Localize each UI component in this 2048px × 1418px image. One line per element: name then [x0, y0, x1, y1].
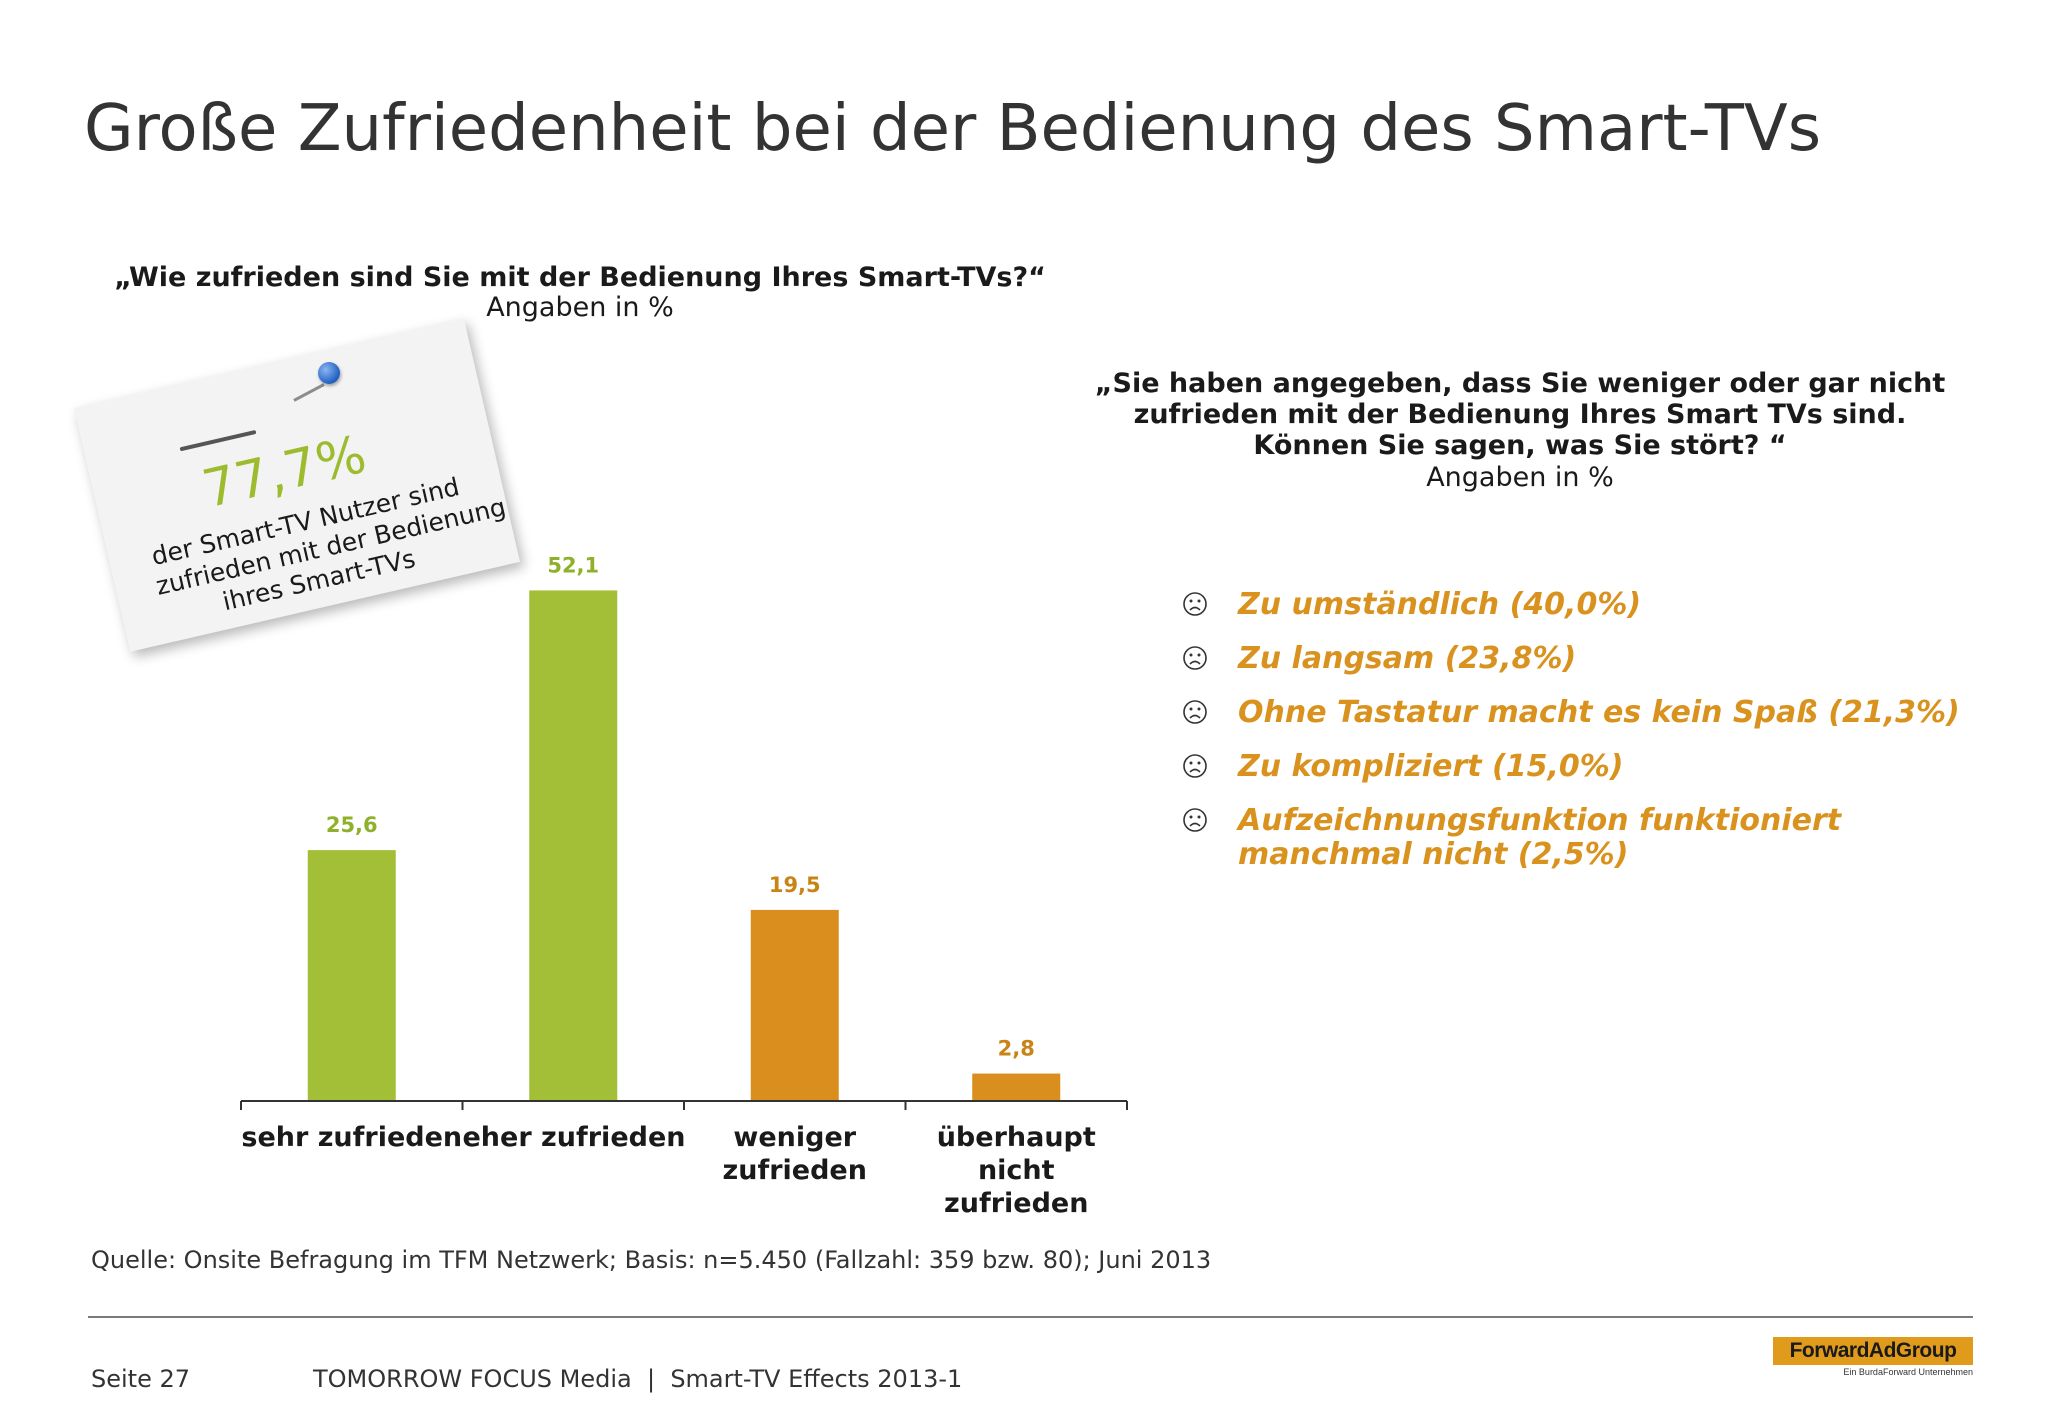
- bars-group: [307, 590, 1061, 1101]
- bar-3: [750, 909, 839, 1101]
- category-label-3: weniger zufrieden: [684, 1121, 906, 1187]
- reasons-list: Zu umständlich (40,0%) Zu langsam (23,8%)…: [1182, 588, 2002, 892]
- x-axis-ticks: [240, 1101, 1128, 1110]
- reason-item: Zu umständlich (40,0%): [1182, 588, 2002, 622]
- note-dash: [179, 429, 257, 452]
- value-label-3: 19,5: [769, 873, 821, 897]
- reason-text: Zu langsam (23,8%): [1238, 641, 1577, 676]
- reason-item: Aufzeichnungsfunktion funktioniert manch…: [1182, 804, 2002, 872]
- company-logo: ForwardAdGroup Ein BurdaForward Unterneh…: [1773, 1337, 1973, 1377]
- reasons-question-line-3: Können Sie sagen, was Sie stört? “: [1253, 430, 1787, 461]
- sad-face-icon: [1183, 592, 1207, 616]
- reason-text: Zu kompliziert (15,0%): [1238, 749, 1624, 784]
- logo-wordmark: ForwardAdGroup: [1773, 1337, 1973, 1365]
- page-title: Große Zufriedenheit bei der Bedienung de…: [84, 92, 1822, 166]
- footer-divider: [88, 1316, 1973, 1318]
- bar-1: [307, 850, 396, 1101]
- chart-question: „Wie zufrieden sind Sie mit der Bedienun…: [114, 262, 1046, 293]
- category-label-line: weniger: [733, 1122, 857, 1153]
- reason-text: Aufzeichnungsfunktion funktioniert manch…: [1238, 803, 1842, 872]
- reasons-question: „Sie haben angegeben, dass Sie weniger o…: [1090, 368, 1950, 461]
- sad-face-icon: [1183, 808, 1207, 832]
- category-label-line: sehr zufrieden: [241, 1122, 463, 1153]
- reason-item: Zu kompliziert (15,0%): [1182, 750, 2002, 784]
- reasons-unit: Angaben in %: [1426, 462, 1614, 493]
- bar-2: [529, 590, 618, 1101]
- push-pin-icon: [318, 362, 340, 384]
- category-label-line: nicht: [977, 1155, 1055, 1186]
- value-labels-group: 25,6 52,1 19,5 2,8: [326, 553, 1035, 1060]
- value-label-2: 52,1: [547, 553, 599, 577]
- bar-chart: 25,6 52,1 19,5 2,8: [240, 553, 1128, 1110]
- page-number: Seite 27: [91, 1365, 191, 1393]
- sad-face-icon: [1183, 700, 1207, 724]
- category-label-1: sehr zufrieden: [241, 1121, 463, 1154]
- reasons-question-line-1: „Sie haben angegeben, dass Sie weniger o…: [1094, 368, 1946, 399]
- reasons-question-line-2: zufrieden mit der Bedienung Ihres Smart …: [1133, 399, 1907, 430]
- category-label-line: überhaupt: [936, 1122, 1096, 1153]
- value-label-1: 25,6: [326, 813, 378, 837]
- category-label-2: eher zufrieden: [462, 1121, 686, 1154]
- reason-text: Ohne Tastatur macht es kein Spaß (21,3%): [1238, 695, 1960, 730]
- category-label-line: zufrieden: [944, 1188, 1089, 1219]
- source-note: Quelle: Onsite Befragung im TFM Netzwerk…: [91, 1246, 1212, 1274]
- chart-unit: Angaben in %: [486, 292, 674, 323]
- logo-tagline: Ein BurdaForward Unternehmen: [1843, 1367, 1973, 1377]
- sad-face-icon: [1183, 646, 1207, 670]
- category-label-line: zufrieden: [722, 1155, 867, 1186]
- reason-item: Zu langsam (23,8%): [1182, 642, 2002, 676]
- value-label-4: 2,8: [998, 1037, 1035, 1061]
- sad-face-icon: [1183, 754, 1207, 778]
- category-label-line: eher zufrieden: [462, 1122, 686, 1153]
- bar-4: [972, 1073, 1061, 1101]
- footer-text-content: TOMORROW FOCUS Media | Smart-TV Effects …: [313, 1365, 963, 1393]
- footer-text: TOMORROW FOCUS Media | Smart-TV Effects …: [313, 1365, 962, 1393]
- reason-text: Zu umständlich (40,0%): [1238, 587, 1642, 622]
- reason-item: Ohne Tastatur macht es kein Spaß (21,3%): [1182, 696, 2002, 730]
- category-label-4: überhaupt nicht zufrieden: [906, 1121, 1128, 1220]
